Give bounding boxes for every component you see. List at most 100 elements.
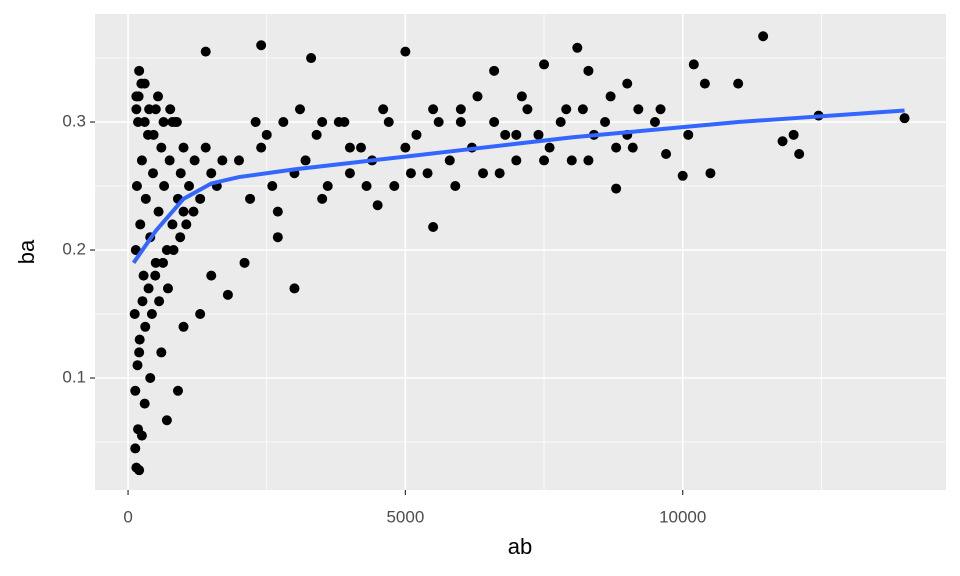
point <box>189 155 200 166</box>
point <box>311 129 322 140</box>
point <box>165 104 176 115</box>
x-axis-title: ab <box>508 534 532 559</box>
point <box>140 193 151 204</box>
point <box>184 181 195 192</box>
point <box>195 309 206 320</box>
point <box>156 347 167 358</box>
point <box>777 136 788 147</box>
point <box>156 142 167 153</box>
point <box>153 91 164 102</box>
point <box>162 283 173 294</box>
point <box>175 168 186 179</box>
point <box>300 155 311 166</box>
point <box>206 270 217 281</box>
point <box>256 40 267 51</box>
point <box>188 206 199 217</box>
point <box>317 193 328 204</box>
point <box>583 65 594 76</box>
point <box>294 104 305 115</box>
point <box>422 168 433 179</box>
point <box>633 104 644 115</box>
point <box>171 117 182 128</box>
point <box>217 155 228 166</box>
point <box>131 104 142 115</box>
point <box>136 155 147 166</box>
point <box>372 200 383 211</box>
point <box>383 117 394 128</box>
point <box>181 219 192 230</box>
point <box>539 59 550 70</box>
point <box>129 309 140 320</box>
point <box>135 219 146 230</box>
point <box>322 181 333 192</box>
point <box>178 206 189 217</box>
point <box>272 206 283 217</box>
point <box>261 129 272 140</box>
point <box>130 443 141 454</box>
point <box>344 168 355 179</box>
point <box>733 78 744 89</box>
point <box>317 117 328 128</box>
point <box>450 181 461 192</box>
point <box>561 104 572 115</box>
point <box>600 117 611 128</box>
point <box>289 283 300 294</box>
point <box>175 232 186 243</box>
point <box>494 168 505 179</box>
point <box>233 155 244 166</box>
panel <box>95 14 946 490</box>
point <box>153 206 164 217</box>
point <box>605 91 616 102</box>
point <box>444 155 455 166</box>
point <box>138 270 149 281</box>
point <box>516 91 527 102</box>
point <box>136 430 147 441</box>
point <box>788 129 799 140</box>
point <box>200 142 211 153</box>
point <box>158 117 169 128</box>
point <box>677 170 688 181</box>
point <box>143 283 154 294</box>
point <box>611 183 622 194</box>
point <box>533 129 544 140</box>
marks <box>129 31 910 476</box>
point <box>539 155 550 166</box>
point <box>267 181 278 192</box>
point <box>583 155 594 166</box>
point <box>361 181 372 192</box>
point <box>478 168 489 179</box>
point <box>455 104 466 115</box>
point <box>899 113 910 124</box>
point <box>136 78 147 89</box>
point <box>178 321 189 332</box>
point <box>572 42 583 53</box>
point <box>150 257 161 268</box>
point <box>134 65 145 76</box>
x-tick-label: 10000 <box>659 507 706 526</box>
point <box>649 117 660 128</box>
y-tick-label: 0.1 <box>62 367 86 386</box>
grid <box>95 14 946 490</box>
point <box>661 149 672 160</box>
point <box>137 296 148 307</box>
point <box>272 232 283 243</box>
point <box>389 181 400 192</box>
point <box>489 117 500 128</box>
point <box>245 193 256 204</box>
point <box>544 142 555 153</box>
point <box>130 385 141 396</box>
point <box>131 181 142 192</box>
point <box>489 65 500 76</box>
point <box>577 104 588 115</box>
point <box>472 91 483 102</box>
point <box>455 117 466 128</box>
point <box>167 219 178 230</box>
point <box>555 117 566 128</box>
point <box>139 398 150 409</box>
point <box>222 289 233 300</box>
point <box>344 142 355 153</box>
point <box>622 78 633 89</box>
point <box>400 142 411 153</box>
